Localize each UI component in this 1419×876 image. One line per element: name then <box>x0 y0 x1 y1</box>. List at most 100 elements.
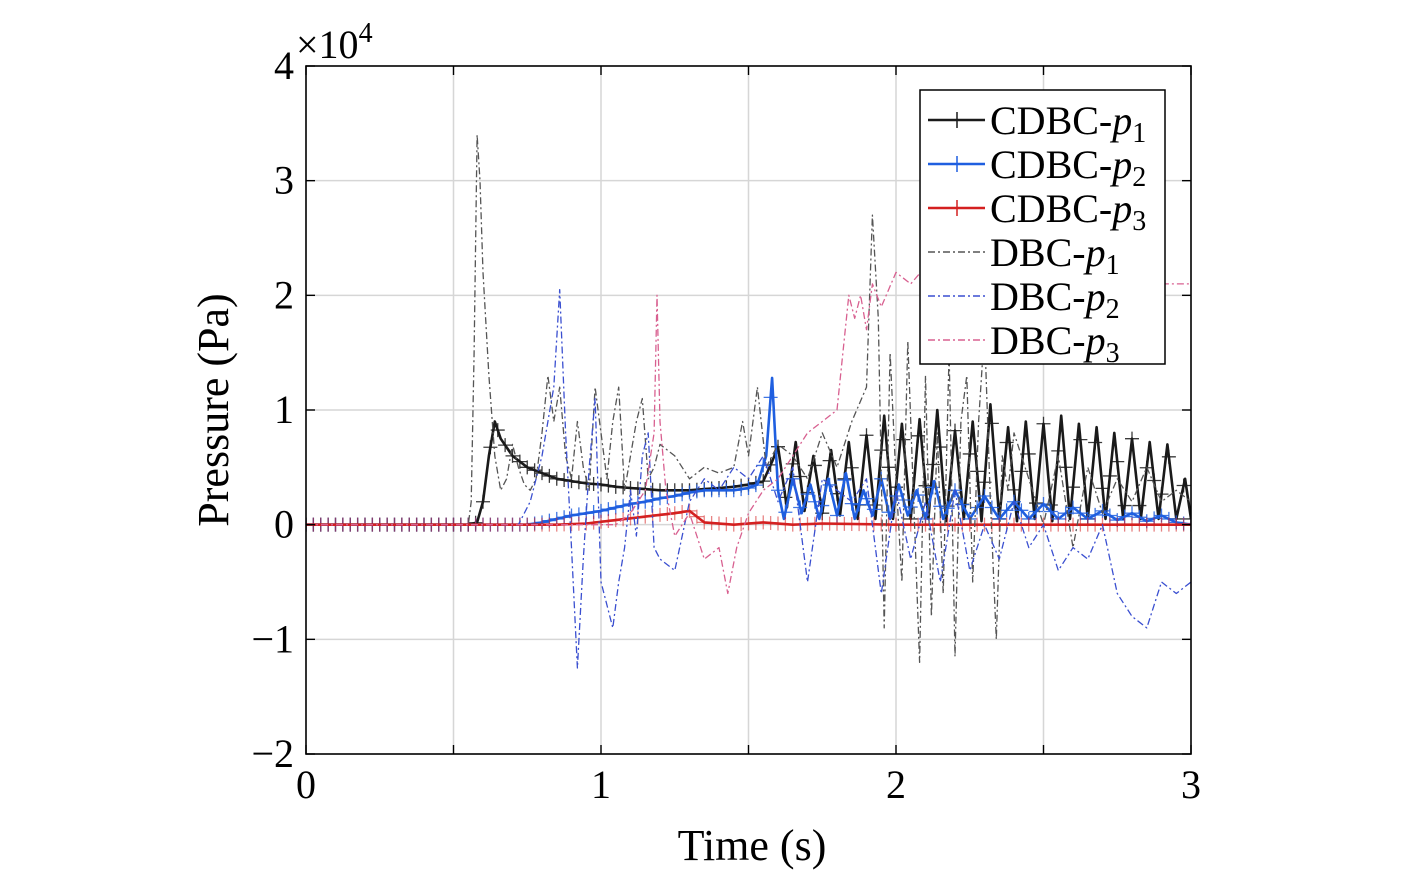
series-marker <box>734 482 749 497</box>
series-marker <box>512 454 527 469</box>
x-tick-label: 2 <box>886 762 906 807</box>
x-tick-label: 0 <box>296 762 316 807</box>
legend-marker <box>949 112 965 128</box>
legend-box <box>919 89 1166 365</box>
series-marker <box>1110 454 1125 469</box>
series-marker <box>903 500 918 515</box>
series-marker <box>571 475 586 490</box>
series-marker <box>616 498 631 513</box>
series-marker <box>1007 482 1021 497</box>
y-tick-label: 2 <box>274 272 294 317</box>
series-marker <box>925 480 940 495</box>
series-marker <box>557 472 572 487</box>
series-marker <box>623 497 638 512</box>
legend-label: DBC-p1 <box>990 230 1120 281</box>
series-marker <box>1021 446 1036 461</box>
legend-marker <box>949 200 965 216</box>
series-marker <box>726 483 741 498</box>
series-marker <box>527 463 542 478</box>
series-marker <box>1058 460 1073 475</box>
series-marker <box>1088 435 1103 450</box>
series-marker <box>748 478 763 493</box>
series-marker <box>1154 487 1169 502</box>
series-marker <box>594 477 608 492</box>
series-marker <box>520 460 535 475</box>
series-marker <box>498 438 513 453</box>
y-multiplier-label: ×104 <box>296 18 373 67</box>
series-marker <box>638 494 653 509</box>
series-marker <box>793 500 808 515</box>
series-marker <box>896 432 911 447</box>
series-marker <box>1184 511 1191 526</box>
y-tick-label: 3 <box>274 158 294 203</box>
series-marker <box>1036 416 1051 431</box>
series-marker <box>807 458 822 473</box>
series-marker <box>881 460 896 475</box>
series-marker <box>549 471 564 486</box>
series-marker <box>852 497 867 512</box>
series-marker <box>1043 504 1058 519</box>
series-marker <box>1125 431 1139 446</box>
series-marker <box>859 491 874 506</box>
y-tick-label: −1 <box>251 616 294 661</box>
series-marker <box>793 469 808 484</box>
y-tick-label: 0 <box>274 502 294 547</box>
series-marker <box>771 483 785 498</box>
series-marker <box>1073 432 1088 447</box>
series-DBC-p2 <box>306 288 1191 669</box>
series-marker <box>645 493 660 508</box>
x-tick-label: 3 <box>1181 762 1201 807</box>
series-marker <box>859 428 874 443</box>
y-tick-label: −2 <box>251 731 294 776</box>
series-marker <box>653 491 667 506</box>
series-marker <box>1095 481 1110 496</box>
legend-label: DBC-p2 <box>990 274 1120 325</box>
y-tick-label: 4 <box>274 43 294 88</box>
series-marker <box>1014 464 1029 479</box>
series-marker <box>1029 504 1044 519</box>
series-marker <box>984 500 999 515</box>
series-marker <box>675 487 690 502</box>
series-marker <box>623 511 638 526</box>
series-marker <box>1014 503 1029 518</box>
series-marker <box>844 460 859 475</box>
series-marker <box>638 509 653 524</box>
series-marker <box>970 500 985 515</box>
series-marker <box>601 478 616 493</box>
y-tick-label: 1 <box>274 387 294 432</box>
series-marker <box>601 502 616 517</box>
series-marker <box>1176 478 1191 493</box>
series-marker <box>586 515 601 530</box>
series-marker <box>660 507 675 522</box>
legend-label: CDBC-p1 <box>990 98 1146 149</box>
legend-label: CDBC-p3 <box>990 186 1146 237</box>
series-marker <box>822 477 837 492</box>
series-marker <box>682 503 697 518</box>
legend-label: DBC-p3 <box>990 318 1120 369</box>
series-marker <box>1066 480 1080 495</box>
series-marker <box>741 480 756 495</box>
tick-labels: 0 1 2 3 −2 −1 0 1 2 3 4 <box>251 43 1201 807</box>
series-marker <box>999 503 1014 518</box>
series-marker <box>933 440 948 455</box>
y-axis-title: Pressure (Pa) <box>189 293 238 526</box>
series-marker <box>800 487 815 502</box>
series-marker <box>940 501 955 516</box>
series-marker <box>778 505 793 520</box>
series-marker <box>542 468 557 483</box>
x-axis-title: Time (s) <box>678 821 827 870</box>
series-marker <box>667 489 682 503</box>
series-DBC-p3 <box>306 266 1191 595</box>
series-marker <box>771 439 785 454</box>
series-marker <box>1102 468 1117 483</box>
series-marker <box>837 473 852 488</box>
series-marker <box>608 500 623 515</box>
series-marker <box>844 496 859 511</box>
series-line <box>306 266 1191 595</box>
series-marker <box>476 494 490 509</box>
series-marker <box>866 502 881 517</box>
series-layer <box>306 134 1191 669</box>
x-tick-label: 1 <box>591 762 611 807</box>
series-marker <box>918 478 933 493</box>
